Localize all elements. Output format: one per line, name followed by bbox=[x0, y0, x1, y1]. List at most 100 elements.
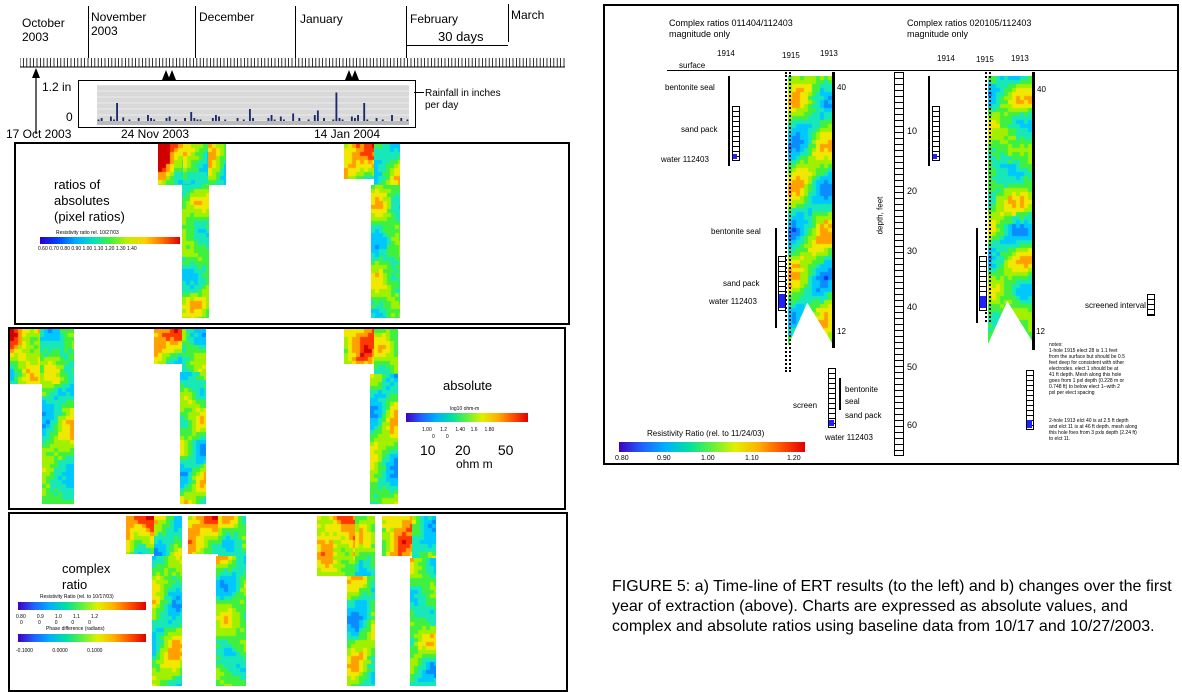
well-1915-b-casing bbox=[976, 228, 978, 323]
ert-ratios-1-column bbox=[182, 185, 209, 318]
right-well-1913-a bbox=[832, 72, 835, 348]
well-1914-a-sandpack bbox=[732, 106, 740, 161]
rain-bar bbox=[354, 118, 356, 121]
rain-bar bbox=[184, 118, 186, 121]
rain-bar bbox=[109, 116, 112, 121]
rain-bar bbox=[282, 119, 285, 121]
ert-complex-1-right bbox=[154, 516, 182, 556]
rain-ylabel-arrow bbox=[414, 92, 424, 93]
well-1915-b-water bbox=[980, 296, 986, 308]
ratios-colorbar bbox=[40, 237, 180, 244]
right-colorbar-tick-0: 0.80 bbox=[615, 455, 629, 462]
rain-ylabel: Rainfall in inches per day bbox=[425, 88, 501, 111]
right-colorbar-tick-3: 1.10 bbox=[745, 455, 759, 462]
seal-label: seal bbox=[845, 397, 860, 406]
rain-bar bbox=[391, 115, 393, 121]
rain-bar bbox=[313, 115, 316, 121]
well-1915-a-sandpack bbox=[778, 256, 786, 311]
rain-bar bbox=[338, 118, 341, 121]
complex-colorbar2-ticks: -0.1000 0.0000 0.1000 bbox=[16, 648, 103, 654]
panel-complex-label: complex ratio bbox=[62, 561, 111, 592]
rain-baseline bbox=[97, 121, 409, 125]
ert-complex-3-column bbox=[347, 576, 375, 686]
right-colorbar-title: Resistivity Ratio (rel. to 11/24/03) bbox=[647, 429, 765, 438]
elect-bottom-b: 12 bbox=[1036, 327, 1045, 336]
ert-ratios-1-right bbox=[208, 144, 226, 185]
ert-ratios-1-mid bbox=[183, 144, 208, 185]
panel-absolute-label: absolute bbox=[443, 378, 493, 393]
screened-interval-label: screened interval bbox=[1085, 301, 1146, 310]
ert-complex-3-right bbox=[355, 516, 375, 578]
surface-line bbox=[667, 70, 1177, 71]
ert-absolute-3-right bbox=[374, 329, 398, 374]
complex-colorbar1-ticks: 0.80 0.9 1.0 1.1 1.2 bbox=[16, 614, 98, 620]
rain-bar bbox=[211, 118, 214, 121]
rain-bar bbox=[298, 118, 301, 121]
hole-label-1913-a: 1913 bbox=[820, 49, 838, 58]
screen-label: screen bbox=[793, 401, 818, 410]
rain-bar bbox=[113, 119, 115, 121]
ratios-colorbar-title: Resistivity ratio rel. 10/27/03 bbox=[56, 230, 119, 236]
ert-absolute-1-right bbox=[40, 329, 74, 384]
right-colorbar bbox=[619, 442, 805, 452]
complex-colorbar2 bbox=[18, 634, 146, 642]
depth-tick-20: 20 bbox=[907, 186, 918, 196]
rain-bar bbox=[332, 119, 335, 121]
well-1914-a-water bbox=[733, 154, 737, 159]
elect-top-b: 40 bbox=[1037, 85, 1046, 94]
ert-complex-2-top bbox=[188, 516, 218, 554]
rain-bar bbox=[242, 119, 245, 121]
rain-bar bbox=[215, 115, 217, 121]
ert-ratios-2-column bbox=[371, 185, 400, 318]
depth-tick-40: 40 bbox=[907, 302, 918, 312]
well-1913-a-screen bbox=[828, 368, 836, 428]
hole-label-1915-a: 1915 bbox=[782, 51, 800, 60]
ert-absolute-2-right bbox=[182, 329, 206, 372]
right-title-right: Complex ratios 020105/112403 magnitude o… bbox=[907, 18, 1032, 39]
right-colorbar-tick-2: 1.00 bbox=[701, 455, 715, 462]
well-1913-a-seal bbox=[839, 378, 841, 410]
rain-bar bbox=[270, 115, 273, 121]
right-ert-section-1 bbox=[788, 76, 834, 346]
well-1913-a-water bbox=[829, 420, 834, 426]
rain-bar bbox=[100, 118, 103, 121]
bentonite-seal-label-2: bentonite seal bbox=[711, 227, 761, 236]
well-1914-b-sandpack bbox=[932, 106, 940, 161]
well-1913-b-screen bbox=[1026, 370, 1034, 430]
surface-label: surface bbox=[679, 61, 706, 70]
survey-markers bbox=[32, 68, 359, 134]
depth-tick-10: 10 bbox=[907, 126, 918, 136]
ert-absolute-1-column bbox=[42, 384, 74, 504]
notes-1: notes: 1-hole 1915 elect 28 is 1.1 feet … bbox=[1049, 342, 1125, 396]
well-1913-b-water bbox=[1027, 420, 1032, 428]
rain-bar bbox=[248, 109, 251, 121]
hole-label-1914-a: 1914 bbox=[717, 49, 735, 58]
ert-complex-2-right bbox=[218, 516, 246, 556]
absolute-colorbar-title: log10 ohm-m bbox=[450, 406, 480, 412]
rain-bar bbox=[406, 119, 409, 121]
panel-ratios-label: ratios of absolutes (pixel ratios) bbox=[54, 177, 125, 224]
rain-bar bbox=[218, 116, 220, 121]
ert-absolute-3-column bbox=[370, 374, 398, 504]
depth-tick-50: 50 bbox=[907, 362, 918, 372]
water-label-2: water 112403 bbox=[709, 297, 757, 306]
elect-bottom-a: 12 bbox=[837, 327, 846, 336]
day-tick-ruler bbox=[20, 58, 565, 68]
ert-absolute-1-top bbox=[10, 329, 40, 384]
rain-bar bbox=[267, 118, 270, 121]
figure-caption: FIGURE 5: a) Time-line of ERT results (t… bbox=[612, 578, 1172, 635]
rain-bar bbox=[174, 119, 177, 121]
rain-bar bbox=[350, 116, 353, 121]
depth-ruler bbox=[894, 72, 904, 456]
right-colorbar-tick-1: 0.90 bbox=[657, 455, 671, 462]
sand-pack-label-3: sand pack bbox=[845, 411, 882, 420]
month-label-december: December bbox=[199, 10, 255, 24]
ert-absolute-2-column bbox=[180, 372, 206, 504]
timeline: October 2003 November 2003 December Janu… bbox=[0, 0, 580, 141]
rain-bar bbox=[307, 119, 310, 121]
right-well-1913-b bbox=[1032, 72, 1035, 350]
rain-bar bbox=[381, 119, 384, 121]
depth-tick-60: 60 bbox=[907, 420, 918, 430]
rain-bar bbox=[199, 119, 202, 121]
rain-bar bbox=[400, 118, 403, 121]
